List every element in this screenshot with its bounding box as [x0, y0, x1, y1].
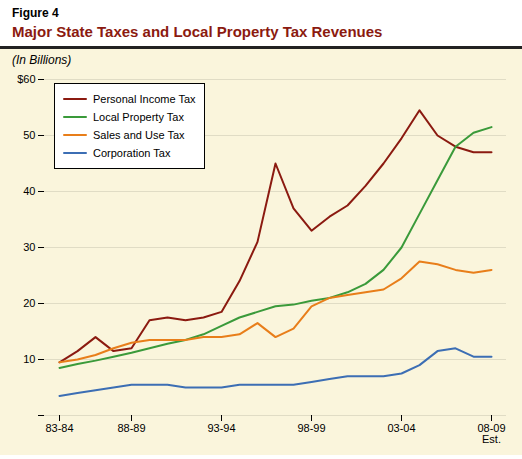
svg-text:88-89: 88-89 — [117, 422, 145, 434]
svg-text:03-04: 03-04 — [387, 422, 415, 434]
svg-text:30: 30 — [23, 241, 35, 253]
html-text:Sales and Use Tax: Sales and Use Tax — [93, 129, 185, 141]
html-text:Major State Taxes and Local Pr: Major State Taxes and Local Property Tax… — [12, 23, 383, 40]
svg-text:20: 20 — [23, 297, 35, 309]
svg-text:93-94: 93-94 — [207, 422, 235, 434]
svg-text:50: 50 — [23, 129, 35, 141]
svg-text:10: 10 — [23, 353, 35, 365]
html-text:Personal Income Tax: Personal Income Tax — [93, 93, 196, 105]
html-text:(In Billions): (In Billions) — [12, 53, 72, 67]
svg-text:$60: $60 — [17, 73, 35, 85]
svg-text:08-09Est.: 08-09Est. — [477, 422, 505, 445]
html-text:Local Property Tax: Local Property Tax — [93, 111, 184, 123]
html-text:Corporation Tax: Corporation Tax — [93, 147, 171, 159]
svg-text:98-99: 98-99 — [297, 422, 325, 434]
svg-text:40: 40 — [23, 185, 35, 197]
html-text:Figure 4: Figure 4 — [12, 6, 59, 20]
svg-text:83-84: 83-84 — [45, 422, 73, 434]
